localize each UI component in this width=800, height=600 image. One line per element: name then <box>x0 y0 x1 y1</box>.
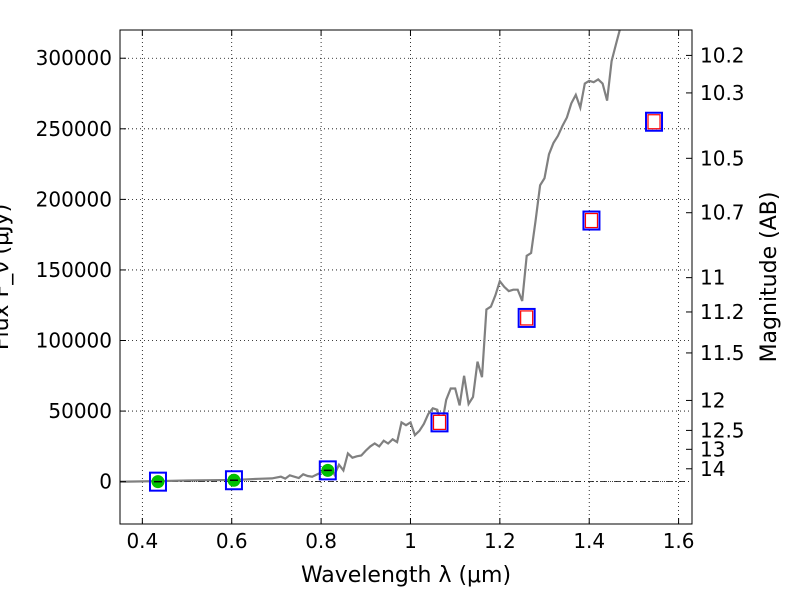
y-axis-ticks: 0 50000 100000 150000 200000 250000 300000 <box>36 46 126 494</box>
model-point-square <box>582 210 601 231</box>
data-markers <box>148 111 664 492</box>
plot-frame <box>119 29 693 525</box>
y2-tick-label: 11.2 <box>700 300 745 324</box>
y2-tick-label: 10.3 <box>700 81 745 105</box>
y-tick-label: 50000 <box>48 399 112 423</box>
y-tick-label: 100000 <box>36 329 112 353</box>
y2-tick-label: 12.5 <box>700 418 745 442</box>
y2-tick-label: 11.5 <box>700 341 745 365</box>
model-point-square <box>430 412 449 433</box>
x-axis-ticks: 0.4 0.6 0.8 1 1.2 1.4 1.6 <box>126 30 695 553</box>
y2-tick-label: 10.2 <box>700 43 745 67</box>
y2-axis-label: Magnitude (AB) <box>757 192 782 363</box>
model-point-square <box>224 470 243 491</box>
y2-tick-label: 14 <box>700 457 725 481</box>
y2-tick-label: 10.5 <box>700 146 745 170</box>
observed-point-square <box>647 114 661 130</box>
y2-tick-label: 10.7 <box>700 201 745 225</box>
model-point-square <box>318 460 337 481</box>
spectrum-line <box>120 30 621 483</box>
y2-tick-label: 13 <box>700 437 725 461</box>
observed-point-square <box>520 310 534 326</box>
x-tick-label: 0.6 <box>216 529 248 553</box>
model-point-square <box>148 471 167 492</box>
model-point-square <box>645 111 664 132</box>
x-tick-label: 1 <box>404 529 417 553</box>
y-tick-label: 150000 <box>36 258 112 282</box>
y-tick-label: 250000 <box>36 117 112 141</box>
x-tick-label: 0.4 <box>126 529 158 553</box>
x-axis-label: Wavelength λ (μm) <box>301 563 511 588</box>
x-tick-label: 1.4 <box>573 529 605 553</box>
y2-tick-label: 11 <box>700 266 725 290</box>
observed-point-square <box>584 212 599 229</box>
y-tick-label: 300000 <box>36 46 112 70</box>
observed-point-square <box>432 414 447 430</box>
y2-tick-label: 12 <box>700 388 725 412</box>
x-tick-label: 0.8 <box>305 529 337 553</box>
grid-lines <box>120 30 692 524</box>
y-axis-label: Flux F_ν (μJy) <box>0 204 14 350</box>
y-tick-label: 0 <box>99 470 112 494</box>
x-tick-label: 1.2 <box>484 529 516 553</box>
model-point-square <box>517 307 536 328</box>
x-tick-label: 1.6 <box>663 529 695 553</box>
y-tick-label: 200000 <box>36 187 112 211</box>
